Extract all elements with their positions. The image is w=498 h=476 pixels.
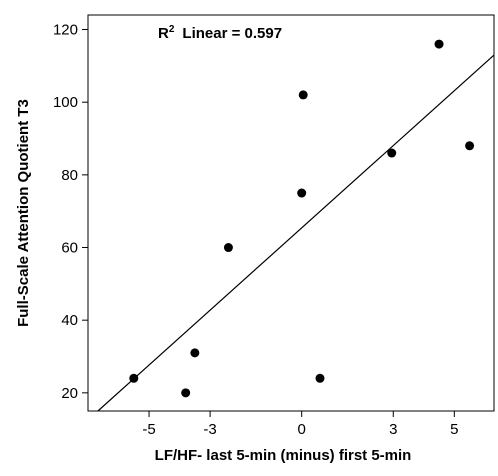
- linear-fit-line: [97, 54, 495, 412]
- r2-annotation-text: Linear = 0.597: [182, 25, 282, 42]
- x-axis-ticks: -5 -3 0 3 5: [142, 411, 458, 438]
- y-axis-ticks: 20 40 60 80 100 120: [53, 22, 88, 402]
- y-tick-label: 80: [61, 167, 78, 184]
- y-tick-label: 60: [61, 240, 78, 257]
- data-point: [223, 243, 233, 253]
- r2-annotation: R2 Linear = 0.597: [158, 24, 282, 42]
- data-point: [465, 141, 475, 151]
- data-point: [434, 39, 444, 49]
- r2-superscript: 2: [169, 24, 175, 35]
- x-tick-label: 3: [389, 421, 397, 438]
- x-tick-label: -5: [142, 421, 155, 438]
- plot-area: [87, 14, 495, 412]
- data-point: [387, 148, 397, 158]
- data-point: [297, 188, 307, 198]
- x-tick-label: -3: [203, 421, 216, 438]
- data-points: [129, 39, 475, 398]
- x-tick-label: 0: [298, 421, 306, 438]
- data-point: [298, 90, 308, 100]
- y-tick-label: 120: [53, 22, 78, 39]
- r2-symbol: R: [158, 25, 169, 42]
- y-tick-label: 100: [53, 94, 78, 111]
- data-point: [315, 373, 325, 383]
- y-tick-label: 40: [61, 312, 78, 329]
- y-tick-label: 20: [61, 385, 78, 402]
- y-axis-title: Full-Scale Attention Quotient T3: [15, 99, 32, 327]
- data-point: [129, 373, 139, 383]
- fit-line-layer: [97, 54, 495, 412]
- x-axis-title: LF/HF- last 5-min (minus) first 5-min: [155, 447, 412, 464]
- data-point: [190, 348, 200, 358]
- x-tick-label: 5: [450, 421, 458, 438]
- data-point: [181, 388, 191, 398]
